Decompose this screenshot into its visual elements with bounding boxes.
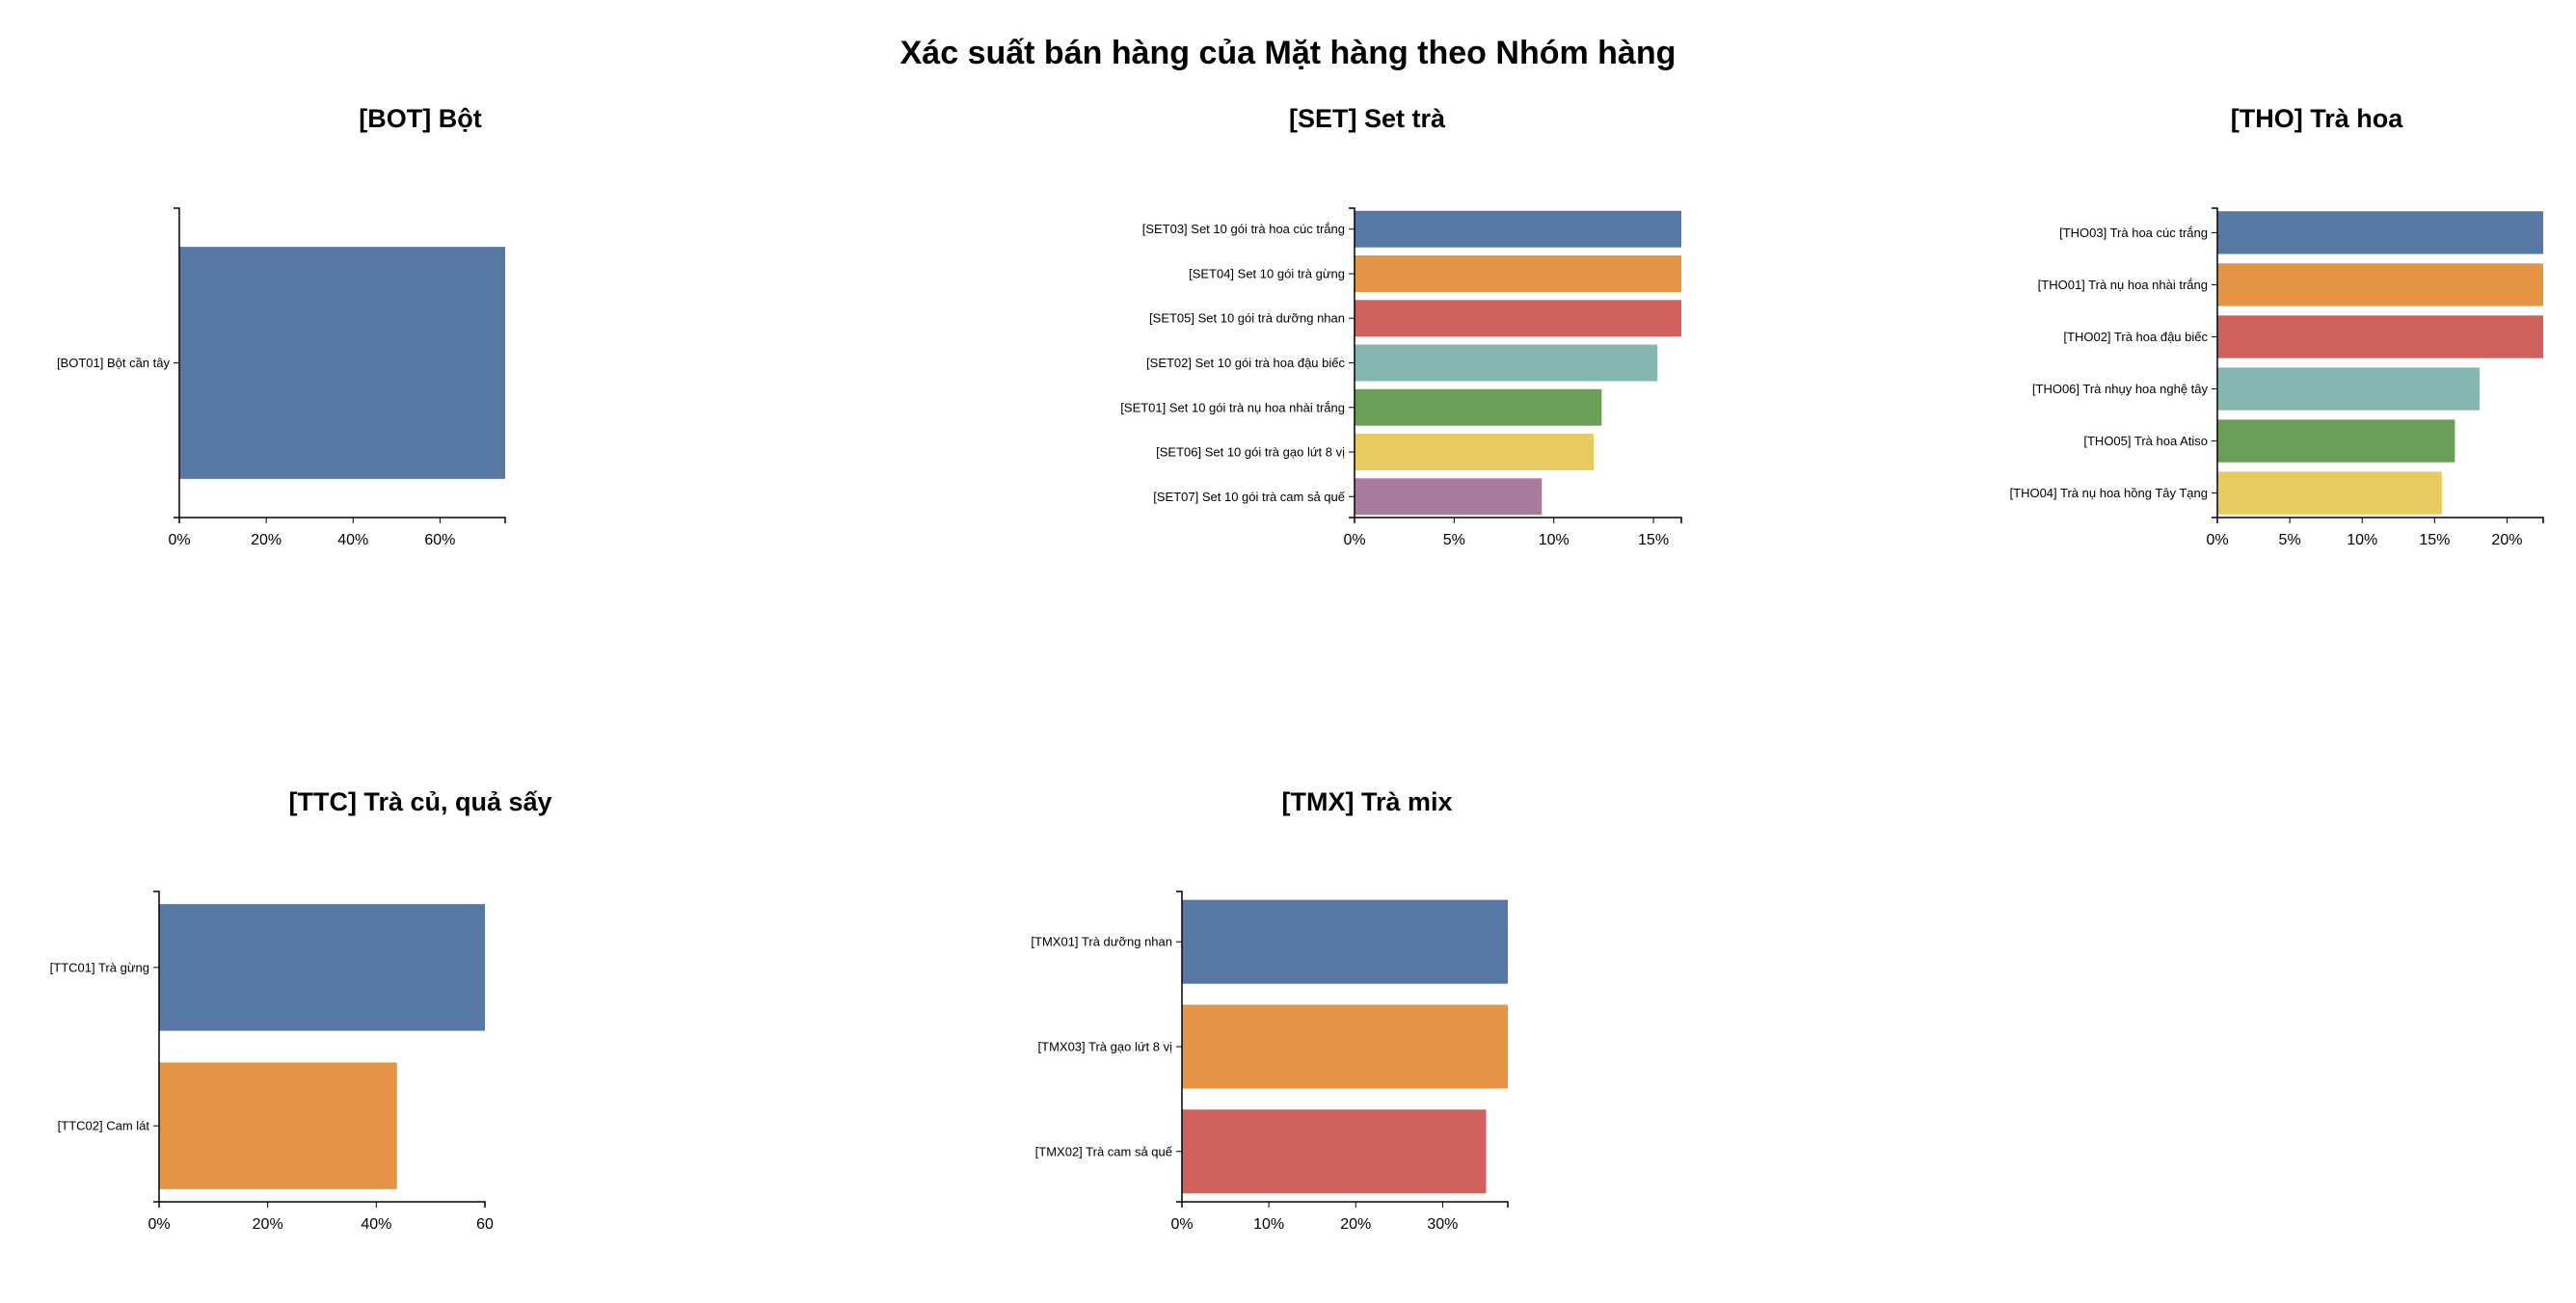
chart-2-category-label-3: [THO06] Trà nhụy hoa nghệ tây bbox=[2032, 382, 2209, 396]
chart-3-bar-0 bbox=[159, 904, 485, 1031]
chart-1-xtick-label-1: 5% bbox=[1443, 532, 1465, 548]
chart-0-xtick-label-3: 60% bbox=[424, 532, 455, 548]
chart-2-bar-1 bbox=[2217, 263, 2543, 306]
panel-title-0: [BOT] Bột bbox=[359, 104, 481, 133]
chart-4-y-axis bbox=[1176, 891, 1183, 1203]
chart-2-y-axis bbox=[2212, 207, 2218, 519]
panel-title-1: [SET] Set trà bbox=[1289, 104, 1446, 133]
chart-4-xtick-label-1: 10% bbox=[1253, 1216, 1284, 1233]
chart-2-category-label-1: [THO01] Trà nụ hoa nhài trắng bbox=[2038, 278, 2208, 292]
chart-1-bar-1 bbox=[1355, 255, 1681, 292]
chart-2-bar-2 bbox=[2217, 315, 2543, 359]
main-title: Xác suất bán hàng của Mặt hàng theo Nhóm… bbox=[899, 35, 1677, 71]
chart-2-bar-5 bbox=[2217, 471, 2442, 515]
chart-4-xtick-label-0: 0% bbox=[1170, 1216, 1193, 1233]
chart-4-xtick-label-3: 30% bbox=[1427, 1216, 1458, 1233]
chart-3-category-label-1: [TTC02] Cam lát bbox=[58, 1119, 150, 1133]
chart-0-xtick-label-2: 40% bbox=[337, 532, 368, 548]
chart-2-xtick-label-1: 5% bbox=[2279, 532, 2301, 548]
chart-2-bar-0 bbox=[2217, 211, 2543, 254]
chart-3-y-axis bbox=[153, 891, 160, 1203]
chart-1-category-label-4: [SET01] Set 10 gói trà nụ hoa nhài trắng bbox=[1120, 400, 1345, 414]
chart-1-bar-5 bbox=[1355, 434, 1595, 470]
chart-0-category-label-0: [BOT01] Bột cần tây bbox=[57, 356, 171, 370]
chart-4-category-label-1: [TMX03] Trà gạo lứt 8 vị bbox=[1038, 1040, 1173, 1054]
chart-2-category-label-2: [THO02] Trà hoa đậu biếc bbox=[2063, 330, 2208, 344]
chart-3-x-axis bbox=[158, 1201, 486, 1208]
chart-3-xtick-label-3: 60 bbox=[476, 1216, 494, 1233]
chart-2-bar-4 bbox=[2217, 419, 2455, 463]
chart-2-xtick-label-3: 15% bbox=[2419, 532, 2450, 548]
chart-0-x-axis bbox=[178, 517, 506, 523]
chart-2-category-label-5: [THO04] Trà nụ hoa hồng Tây Tạng bbox=[2010, 486, 2208, 500]
chart-3-xtick-label-0: 0% bbox=[148, 1216, 170, 1233]
chart-1-bar-6 bbox=[1355, 478, 1543, 516]
chart-1-bar-2 bbox=[1355, 300, 1681, 337]
chart-0-y-axis bbox=[174, 207, 180, 519]
chart-4-category-label-0: [TMX01] Trà dưỡng nhan bbox=[1031, 935, 1172, 949]
chart-1-category-label-2: [SET05] Set 10 gói trà dưỡng nhan bbox=[1149, 311, 1345, 326]
chart-2-xtick-label-0: 0% bbox=[2206, 532, 2228, 548]
chart-1-bar-4 bbox=[1355, 388, 1602, 426]
chart-2-bar-3 bbox=[2217, 367, 2480, 411]
chart-4-bar-0 bbox=[1182, 899, 1508, 984]
chart-2-category-label-0: [THO03] Trà hoa cúc trắng bbox=[2059, 226, 2208, 240]
panel-title-2: [THO] Trà hoa bbox=[2231, 104, 2403, 133]
chart-0-bar-0 bbox=[179, 247, 505, 479]
panel-title-4: [TMX] Trà mix bbox=[1281, 787, 1452, 816]
chart-4-x-axis bbox=[1181, 1201, 1509, 1208]
chart-3-bar-1 bbox=[159, 1062, 397, 1189]
chart-1-category-label-6: [SET07] Set 10 gói trà cam sả quế bbox=[1153, 490, 1345, 504]
chart-4-bar-2 bbox=[1182, 1109, 1487, 1194]
chart-2-category-label-4: [THO05] Trà hoa Atiso bbox=[2083, 434, 2208, 448]
chart-3-category-label-0: [TTC01] Trà gừng bbox=[50, 960, 149, 974]
chart-0-xtick-label-1: 20% bbox=[251, 532, 282, 548]
chart-1-category-label-3: [SET02] Set 10 gói trà hoa đậu biếc bbox=[1146, 356, 1345, 370]
chart-1-xtick-label-0: 0% bbox=[1343, 532, 1365, 548]
chart-1-y-axis bbox=[1349, 207, 1355, 519]
chart-1-x-axis bbox=[1354, 517, 1682, 523]
chart-4-bar-1 bbox=[1182, 1004, 1508, 1089]
chart-2-xtick-label-4: 20% bbox=[2491, 532, 2522, 548]
chart-3-xtick-label-2: 40% bbox=[361, 1216, 391, 1233]
chart-3-xtick-label-1: 20% bbox=[253, 1216, 283, 1233]
chart-1-xtick-label-2: 10% bbox=[1539, 532, 1570, 548]
chart-4-xtick-label-2: 20% bbox=[1340, 1216, 1371, 1233]
chart-1-xtick-label-3: 15% bbox=[1638, 532, 1669, 548]
chart-2-xtick-label-2: 10% bbox=[2347, 532, 2377, 548]
chart-1-bar-3 bbox=[1355, 344, 1658, 382]
panel-title-3: [TTC] Trà củ, quả sấy bbox=[288, 787, 551, 816]
chart-1-category-label-5: [SET06] Set 10 gói trà gạo lứt 8 vị bbox=[1156, 445, 1345, 460]
chart-1-bar-0 bbox=[1355, 210, 1681, 248]
chart-0-xtick-label-0: 0% bbox=[168, 532, 190, 548]
chart-1-category-label-1: [SET04] Set 10 gói trà gừng bbox=[1189, 266, 1345, 280]
chart-1-category-label-0: [SET03] Set 10 gói trà hoa cúc trắng bbox=[1142, 222, 1345, 236]
chart-4-category-label-2: [TMX02] Trà cam sả quế bbox=[1035, 1144, 1173, 1158]
chart-2-x-axis bbox=[2216, 517, 2544, 523]
